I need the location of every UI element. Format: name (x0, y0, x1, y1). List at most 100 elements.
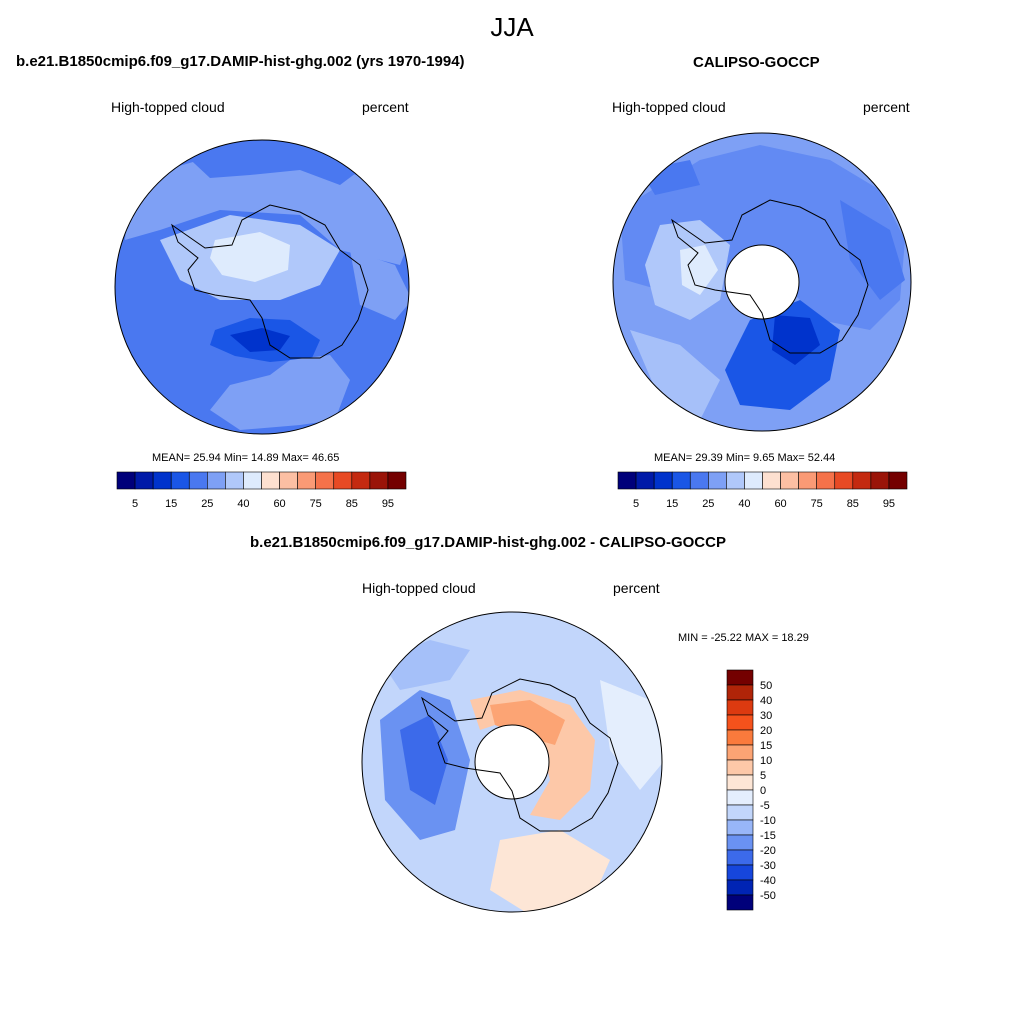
colorbar-swatch (635, 471, 655, 490)
colorbar-swatch (188, 471, 208, 490)
colorbar-tick-label: -40 (760, 875, 776, 887)
colorbar-swatch (689, 471, 709, 490)
model-coastline (171, 204, 369, 359)
colorbar-swatch (726, 879, 754, 896)
colorbar-swatch (888, 471, 908, 490)
colorbar-tick-label: 85 (847, 498, 859, 510)
colorbar-swatch (708, 471, 727, 490)
colorbar-swatch (816, 471, 836, 490)
colorbar-tick-label: -30 (760, 860, 776, 872)
colorbar-tick-label: -50 (760, 890, 776, 902)
colorbar-swatch (744, 471, 763, 490)
colorbar-tick-label: 50 (760, 680, 772, 692)
colorbar-tick-label: 40 (237, 498, 249, 510)
colorbar-tick-label: 40 (760, 695, 772, 707)
model-panel-title: b.e21.B1850cmip6.f09_g17.DAMIP-hist-ghg.… (16, 53, 465, 70)
model-map (114, 139, 410, 435)
colorbar-tick-label: 95 (883, 498, 895, 510)
colorbar-swatch (726, 789, 754, 806)
colorbar-swatch (852, 471, 872, 490)
diff-coastline (421, 678, 619, 832)
colorbar-swatch (170, 471, 190, 490)
obs-panel-title: CALIPSO-GOCCP (693, 54, 820, 71)
colorbar-swatch (261, 471, 280, 490)
colorbar-swatch (726, 684, 754, 701)
colorbar-swatch (152, 471, 172, 490)
colorbar-swatch (297, 471, 316, 490)
colorbar-tick-label: -20 (760, 845, 776, 857)
colorbar-swatch (798, 471, 817, 490)
colorbar-swatch (225, 471, 244, 490)
colorbar-swatch (333, 471, 353, 490)
colorbar-swatch (351, 471, 371, 490)
obs-units-label: percent (863, 99, 910, 115)
colorbar-tick-label: 5 (132, 498, 138, 510)
colorbar-swatch (726, 864, 754, 881)
colorbar-swatch (726, 834, 754, 851)
colorbar-swatch (726, 669, 754, 686)
colorbar-swatch (726, 714, 754, 731)
diff-units-label: percent (613, 580, 660, 596)
colorbar-tick-label: 15 (760, 740, 772, 752)
colorbar-tick-label: 60 (774, 498, 786, 510)
obs-map (612, 132, 912, 432)
colorbar-tick-label: 5 (633, 498, 639, 510)
colorbar-tick-label: 85 (346, 498, 358, 510)
obs-colorbar: 5 15 25 40 60 75 85 95 (617, 471, 908, 510)
colorbar-tick-label: 75 (310, 498, 322, 510)
colorbar-swatch (834, 471, 854, 490)
colorbar-tick-label: 10 (760, 755, 772, 767)
model-variable-label: High-topped cloud (111, 99, 225, 115)
colorbar-swatch (726, 759, 754, 776)
colorbar-swatch (279, 471, 298, 490)
colorbar-tick-label: 15 (165, 498, 177, 510)
model-stats: MEAN= 25.94 Min= 14.89 Max= 46.65 (152, 452, 340, 464)
model-units-label: percent (362, 99, 409, 115)
colorbar-swatch (134, 471, 154, 490)
obs-variable-label: High-topped cloud (612, 99, 726, 115)
colorbar-swatch (116, 471, 136, 490)
colorbar-swatch (387, 471, 407, 490)
colorbar-swatch (207, 471, 226, 490)
colorbar-swatch (726, 849, 754, 866)
colorbar-swatch (762, 471, 781, 490)
page-title: JJA (490, 12, 534, 42)
colorbar-tick-label: 75 (811, 498, 823, 510)
colorbar-tick-label: 40 (738, 498, 750, 510)
diff-stats: MIN = -25.22 MAX = 18.29 (678, 632, 809, 644)
diff-map (361, 611, 663, 913)
colorbar-tick-label: 25 (702, 498, 714, 510)
colorbar-swatch (726, 894, 754, 911)
colorbar-swatch (315, 471, 335, 490)
colorbar-swatch (726, 729, 754, 746)
colorbar-swatch (780, 471, 799, 490)
colorbar-tick-label: 5 (760, 770, 766, 782)
colorbar-swatch (726, 819, 754, 836)
obs-coastline (671, 199, 869, 354)
colorbar-swatch (726, 804, 754, 821)
colorbar-tick-label: 60 (273, 498, 285, 510)
colorbar-swatch (726, 744, 754, 761)
colorbar-swatch (726, 774, 754, 791)
colorbar-tick-label: 0 (760, 785, 766, 797)
colorbar-swatch (653, 471, 673, 490)
colorbar-swatch (243, 471, 262, 490)
colorbar-tick-label: 25 (201, 498, 213, 510)
colorbar-swatch (671, 471, 691, 490)
colorbar-tick-label: 95 (382, 498, 394, 510)
colorbar-swatch (617, 471, 637, 490)
model-colorbar: 5 15 25 40 60 75 85 95 (116, 471, 407, 510)
colorbar-swatch (369, 471, 389, 490)
diff-panel-title: b.e21.B1850cmip6.f09_g17.DAMIP-hist-ghg.… (250, 534, 726, 551)
colorbar-tick-label: -15 (760, 830, 776, 842)
colorbar-swatch (726, 699, 754, 716)
obs-stats: MEAN= 29.39 Min= 9.65 Max= 52.44 (654, 452, 836, 464)
colorbar-tick-label: 30 (760, 710, 772, 722)
colorbar-swatch (870, 471, 890, 490)
colorbar-swatch (726, 471, 745, 490)
colorbar-tick-label: 15 (666, 498, 678, 510)
colorbar-tick-label: -10 (760, 815, 776, 827)
diff-variable-label: High-topped cloud (362, 580, 476, 596)
